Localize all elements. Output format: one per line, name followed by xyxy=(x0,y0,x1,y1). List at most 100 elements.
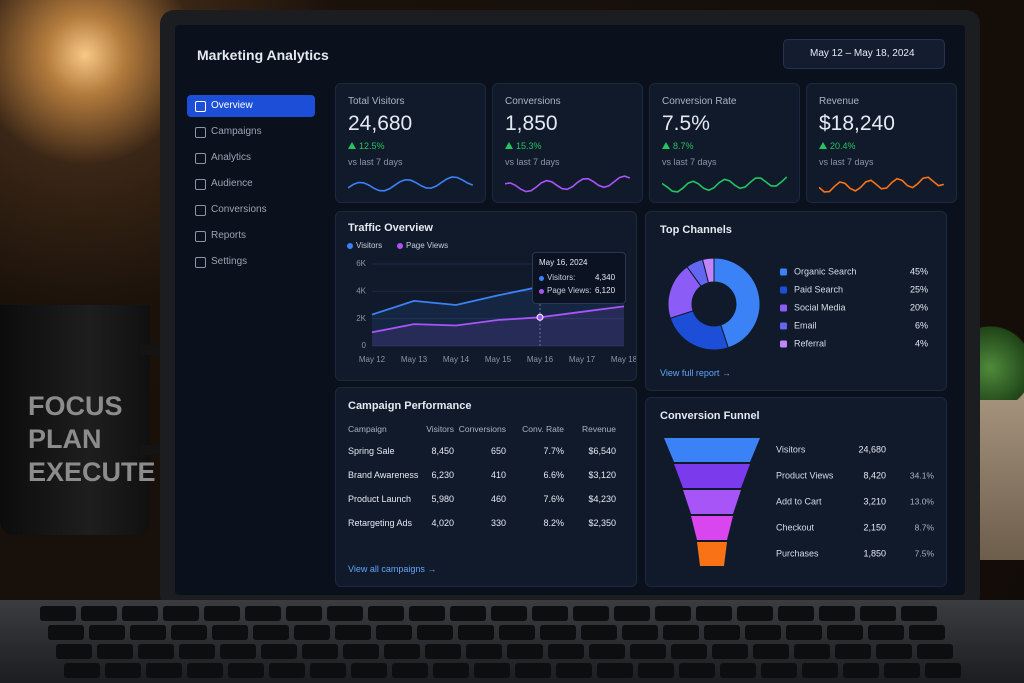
sparkline-line xyxy=(348,176,473,192)
key xyxy=(376,625,412,640)
y-tick-label: 6K xyxy=(356,259,366,268)
y-tick-label: 4K xyxy=(356,286,366,295)
key xyxy=(491,606,527,621)
link[interactable]: View all campaigns → xyxy=(348,564,437,574)
key xyxy=(138,644,174,659)
nav-item[interactable]: Overview xyxy=(187,95,315,117)
nav-item[interactable]: Audience xyxy=(187,173,315,195)
kpi-change: 15.3% xyxy=(516,141,542,151)
link[interactable]: View full report → xyxy=(660,368,731,378)
date-range-button[interactable]: May 12 – May 18, 2024 xyxy=(783,39,945,69)
sparkline-line xyxy=(819,176,944,193)
legend-dot xyxy=(347,243,353,249)
nav-icon xyxy=(195,205,206,216)
funnel-stage xyxy=(691,516,733,540)
key xyxy=(753,644,789,659)
key xyxy=(433,663,469,678)
nav-item[interactable]: Campaigns xyxy=(187,121,315,143)
funnel-stage xyxy=(664,438,760,462)
kpi-change: 20.4% xyxy=(830,141,856,151)
legend-label: Organic Search xyxy=(794,266,857,276)
value-label: 6% xyxy=(915,320,928,330)
key xyxy=(130,625,166,640)
stage-value: 1,850 xyxy=(863,548,886,558)
column-header: Conversions xyxy=(458,424,506,434)
keyboard xyxy=(40,606,961,678)
key xyxy=(655,606,691,621)
key xyxy=(876,644,912,659)
key xyxy=(507,644,543,659)
nav-icon xyxy=(195,257,206,268)
donut-slice xyxy=(713,257,761,349)
table-cell: $6,540 xyxy=(588,446,616,456)
key xyxy=(212,625,248,640)
key xyxy=(499,625,535,640)
tooltip-name: Visitors: xyxy=(547,273,576,282)
funnel-stage xyxy=(683,490,741,514)
key xyxy=(638,663,674,678)
key xyxy=(835,644,871,659)
key xyxy=(105,663,141,678)
tooltip-value: 4,340 xyxy=(595,273,616,282)
stage-rate: 13.0% xyxy=(910,496,935,506)
kpi-label: Revenue xyxy=(819,96,860,107)
card-title: Traffic Overview xyxy=(348,222,433,234)
nav-item[interactable]: Reports xyxy=(187,225,315,247)
card-title: Top Channels xyxy=(660,224,732,236)
funnel-shape: Visitors 24,680 Product Views 8,420 34.1% Add… xyxy=(664,438,935,566)
legend-label: Page Views xyxy=(406,241,448,250)
nav-icon xyxy=(195,179,206,190)
key xyxy=(901,606,937,621)
up-arrow xyxy=(505,142,513,149)
funnel-stage xyxy=(697,542,727,566)
campaign-name: Retargeting Ads xyxy=(348,518,413,528)
key xyxy=(630,644,666,659)
key xyxy=(778,606,814,621)
key xyxy=(745,625,781,640)
key xyxy=(515,663,551,678)
table-cell: $3,120 xyxy=(588,470,616,480)
mug-line: EXECUTE xyxy=(28,457,156,487)
campaign-name: Product Launch xyxy=(348,494,412,504)
key xyxy=(187,663,223,678)
x-tick-label: May 16 xyxy=(527,355,554,364)
key xyxy=(253,625,289,640)
nav-label: Overview xyxy=(211,100,253,111)
nav-item[interactable]: Settings xyxy=(187,251,315,273)
x-tick-label: May 15 xyxy=(485,355,512,364)
key xyxy=(548,644,584,659)
key xyxy=(712,644,748,659)
x-tick-label: May 13 xyxy=(401,355,428,364)
key xyxy=(589,644,625,659)
legend-label: Paid Search xyxy=(794,284,843,294)
funnel-card: Conversion Funnel Visitors 24,680 Product V… xyxy=(645,397,947,587)
table-cell: $2,350 xyxy=(588,518,616,528)
column-header: Revenue xyxy=(581,424,616,434)
key xyxy=(81,606,117,621)
key xyxy=(40,606,76,621)
y-tick-label: 2K xyxy=(356,314,366,323)
kpi-card: Revenue $18,240 20.4% vs last 7 days xyxy=(806,83,957,203)
key xyxy=(860,606,896,621)
stage-value: 3,210 xyxy=(863,496,886,506)
stage-value: 24,680 xyxy=(858,444,886,454)
kpi-card: Conversion Rate 7.5% 8.7% vs last 7 days xyxy=(649,83,800,203)
nav-item[interactable]: Analytics xyxy=(187,147,315,169)
nav-label: Reports xyxy=(211,230,247,241)
key xyxy=(917,644,953,659)
key xyxy=(614,606,650,621)
legend-swatch xyxy=(780,304,787,312)
stage-name: Add to Cart xyxy=(776,496,822,506)
key xyxy=(761,663,797,678)
series-area xyxy=(372,306,624,346)
table-cell: 8.2% xyxy=(543,518,564,528)
stage-rate: 34.1% xyxy=(910,470,935,480)
key xyxy=(925,663,961,678)
key xyxy=(663,625,699,640)
key xyxy=(310,663,346,678)
nav-item[interactable]: Conversions xyxy=(187,199,315,221)
key xyxy=(286,606,322,621)
tooltip-value: 6,120 xyxy=(595,286,616,295)
legend-label: Visitors xyxy=(356,241,382,250)
card-title: Conversion Funnel xyxy=(660,410,760,422)
